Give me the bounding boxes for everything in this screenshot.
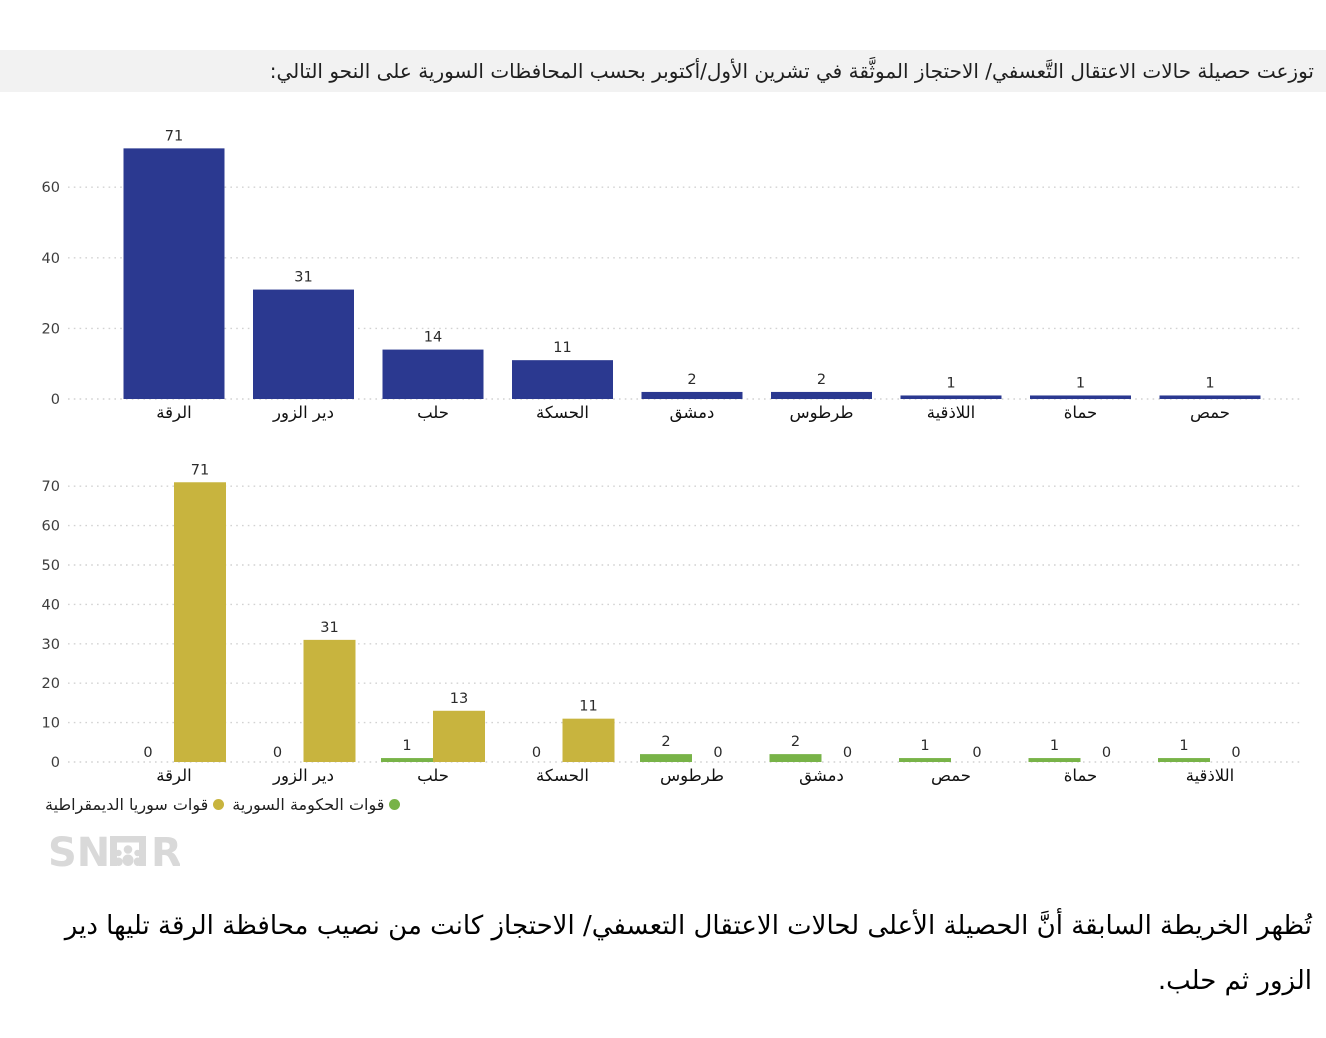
category-label: حلب — [417, 403, 449, 422]
value-label: 1 — [946, 375, 955, 391]
category-label: الرقة — [156, 403, 191, 423]
y-tick-label: 70 — [42, 479, 60, 495]
value-label: 2 — [687, 372, 696, 388]
snhr-logo-letter-r: R — [151, 836, 180, 868]
value-label: 2 — [817, 372, 826, 388]
category-label: اللاذقية — [1186, 766, 1235, 785]
bar — [771, 391, 872, 399]
y-tick-label: 20 — [42, 321, 60, 337]
y-tick-label: 40 — [42, 251, 60, 267]
legend-item-government-forces: قوات الحكومة السورية — [232, 795, 401, 814]
bar-government — [899, 758, 951, 762]
value-label: 0 — [143, 745, 152, 761]
value-label: 2 — [791, 734, 800, 750]
category-label: حمص — [1190, 403, 1230, 422]
value-label: 1 — [402, 738, 411, 754]
bar-government — [381, 758, 433, 762]
bar — [123, 148, 225, 399]
value-label: 1 — [920, 738, 929, 754]
bar-sdf — [303, 639, 356, 762]
category-label: حمص — [931, 766, 971, 785]
bar — [1030, 395, 1131, 399]
snhr-logo: SN R — [48, 836, 180, 868]
category-label: حماة — [1064, 403, 1097, 422]
legend-dot-government-forces-icon — [389, 799, 401, 810]
value-label: 11 — [579, 699, 597, 715]
bar-government — [1028, 758, 1081, 762]
value-label: 0 — [1102, 745, 1111, 761]
y-tick-label: 20 — [42, 676, 60, 692]
category-label: طرطوس — [789, 403, 853, 423]
category-label: دمشق — [670, 403, 715, 422]
value-label: 0 — [532, 745, 541, 761]
caption-text: تُظهر الخريطة السابقة أنَّ الحصيلة الأعل… — [64, 911, 1312, 996]
y-tick-label: 50 — [42, 558, 60, 574]
legend-item-sdf: قوات سوريا الديمقراطية — [45, 795, 225, 814]
y-tick-label: 0 — [51, 755, 60, 771]
bar-government — [1158, 758, 1210, 762]
y-tick-label: 60 — [42, 519, 60, 535]
value-label: 1 — [1179, 738, 1188, 754]
value-label: 0 — [713, 745, 722, 761]
snhr-logo-letters-sn: SN — [48, 836, 110, 868]
bar — [382, 349, 484, 399]
category-label: الحسكة — [536, 766, 589, 785]
value-label: 1 — [1205, 375, 1214, 391]
snhr-logo-people-h-icon — [110, 836, 146, 866]
category-label: حماة — [1064, 766, 1097, 785]
legend-dot-sdf-icon — [213, 799, 225, 810]
value-label: 1 — [1076, 375, 1085, 391]
category-label: دير الزور — [272, 766, 334, 786]
category-label: الرقة — [156, 766, 191, 786]
value-label: 0 — [843, 745, 852, 761]
caption-block: تُظهر الخريطة السابقة أنَّ الحصيلة الأعل… — [14, 899, 1312, 1009]
category-label: طرطوس — [660, 766, 724, 786]
value-label: 71 — [191, 462, 209, 478]
y-tick-label: 10 — [42, 716, 60, 732]
bar-sdf — [562, 718, 615, 762]
category-label: دير الزور — [272, 403, 334, 423]
value-label: 0 — [273, 745, 282, 761]
category-label: دمشق — [799, 766, 844, 785]
value-label: 2 — [661, 734, 670, 750]
y-tick-label: 60 — [42, 180, 60, 196]
bar-government — [769, 754, 822, 762]
category-label: حلب — [417, 766, 449, 785]
y-tick-label: 40 — [42, 597, 60, 613]
value-label: 14 — [424, 330, 442, 346]
value-label: 0 — [972, 745, 981, 761]
value-label: 31 — [294, 270, 312, 286]
value-label: 0 — [1231, 745, 1240, 761]
bar — [512, 360, 613, 399]
bar — [1159, 395, 1261, 399]
bar — [641, 391, 743, 399]
value-label: 31 — [320, 620, 338, 636]
y-tick-label: 30 — [42, 637, 60, 653]
value-label: 13 — [450, 691, 468, 707]
value-label: 71 — [165, 128, 183, 144]
chart-legend: قوات الحكومة السورية قوات سوريا الديمقرا… — [45, 795, 401, 814]
category-label: الحسكة — [536, 403, 589, 422]
chart-title-strip: توزعت حصيلة حالات الاعتقال التَّعسفي/ ال… — [0, 50, 1326, 92]
y-tick-label: 0 — [51, 392, 60, 408]
legend-label-sdf: قوات سوريا الديمقراطية — [45, 795, 209, 814]
category-label: اللاذقية — [927, 403, 976, 422]
bar-sdf — [174, 482, 226, 762]
bar-sdf — [433, 710, 485, 762]
legend-label-government-forces: قوات الحكومة السورية — [232, 795, 385, 814]
bar — [900, 395, 1002, 399]
value-label: 11 — [553, 340, 571, 356]
bar-government — [640, 754, 692, 762]
chart-title-text: توزعت حصيلة حالات الاعتقال التَّعسفي/ ال… — [269, 59, 1314, 83]
bar — [253, 289, 354, 399]
value-label: 1 — [1050, 738, 1059, 754]
